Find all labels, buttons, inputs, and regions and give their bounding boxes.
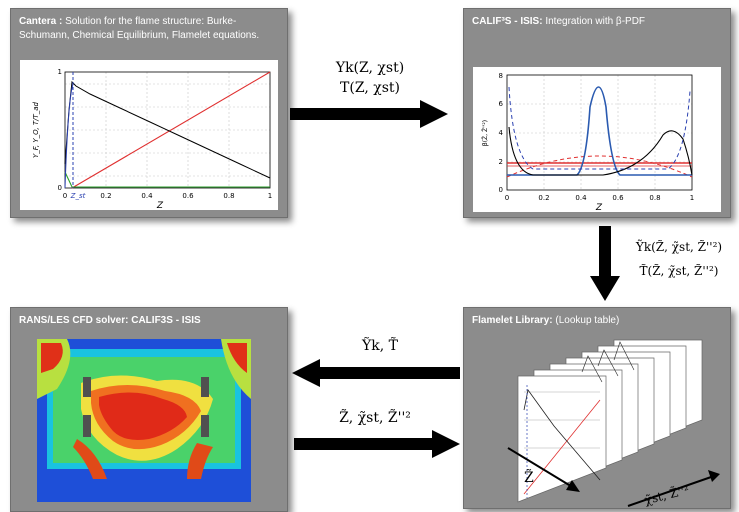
flamelet-library-title: Flamelet Library: (Lookup table) [472, 315, 620, 326]
flamelet-sheet [517, 375, 607, 503]
x-tick: 0.8 [649, 194, 660, 202]
calif-pdf-panel-title: CALIF³S - ISIS: Integration with β-PDF [472, 16, 646, 27]
flamelet-library-panel: Flamelet Library: (Lookup table) Z̃ χ̃st… [463, 307, 731, 509]
arrow-right-top [290, 100, 448, 128]
cantera-plot-svg: 0 1 0 0.2 0.4 0.6 0.8 1 Z_st Z Y_F, Y_O,… [32, 68, 272, 211]
blue-peak-pdf [507, 86, 692, 176]
x-tick: 1 [268, 192, 272, 200]
arrow-right-label-1: Ỹk(Z̃, χ̃st, Z̃''²) [635, 240, 723, 254]
library-axis-z-label: Z̃ [524, 470, 534, 486]
y-tick: 0 [499, 186, 503, 194]
arrow-right-label-2: T̃(Z̃, χ̃st, Z̃''²) [639, 264, 719, 278]
rans-panel-title: RANS/LES CFD solver: CALIF3S - ISIS [19, 315, 201, 326]
chi-axis-arrow [627, 475, 715, 507]
beta-pdf-plot: 0 2 4 6 8 0 0.2 0.4 0.6 0.8 1 Z β(Z̃, Z̃… [473, 67, 721, 213]
beta-pdf-plot-svg: 0 2 4 6 8 0 0.2 0.4 0.6 0.8 1 Z β(Z̃, Z̃… [482, 72, 694, 213]
y-tick: 8 [499, 72, 503, 80]
cantera-panel: Cantera : Solution for the flame structu… [10, 8, 288, 218]
arrow-mid-left-label: Ỹk, T̃ [362, 338, 398, 354]
arrow-down-right [590, 226, 620, 301]
red-dashed-pdf [506, 155, 693, 178]
x-tick: 0.4 [575, 194, 587, 202]
x-tick: 0 [63, 192, 67, 200]
y-tick: 6 [499, 100, 504, 108]
y-tick: 0 [58, 184, 62, 192]
y-axis-label: β(Z̃, Z̃''²) [482, 120, 489, 146]
blue-curve [64, 83, 74, 189]
x-tick: 0.2 [538, 194, 549, 202]
black-pdf [508, 126, 693, 176]
calif-pdf-panel: CALIF³S - ISIS: Integration with β-PDF 0 [463, 8, 731, 218]
y-tick: 4 [499, 129, 504, 137]
red-curve [71, 71, 271, 189]
cantera-panel-title: Cantera : Solution for the flame structu… [19, 16, 260, 41]
green-curve [64, 171, 270, 188]
arrow-right-bottom [294, 430, 460, 458]
x-axis-label: Z [156, 201, 164, 210]
rans-panel: RANS/LES CFD solver: CALIF3S - ISIS [10, 307, 288, 512]
x-tick: 0.4 [141, 192, 153, 200]
arrow-top-label-1: Yk(Z, χst) [335, 60, 405, 76]
blue-dashed-pdf [508, 86, 691, 170]
cantera-flame-plot: 0 1 0 0.2 0.4 0.6 0.8 1 Z_st Z Y_F, Y_O,… [20, 60, 278, 211]
x-tick: 0.6 [612, 194, 624, 202]
arrow-left-mid [292, 359, 460, 387]
x-tick: 0.2 [100, 192, 111, 200]
y-tick: 2 [499, 158, 503, 166]
x-tick: 0 [505, 194, 509, 202]
y-axis-label: Y_F, Y_O, T/T_ad [32, 101, 40, 158]
arrow-top-label-2: T(Z, χst) [340, 80, 400, 96]
arrow-bottom-right-label: Z̃, χ̃st, Z̃''² [339, 410, 411, 426]
black-curve [64, 80, 271, 179]
zst-label: Z_st [70, 192, 86, 200]
x-tick: 0.6 [182, 192, 194, 200]
x-axis-label: Z [595, 203, 603, 212]
cfd-temperature-field [37, 339, 251, 502]
x-tick: 1 [690, 194, 694, 202]
flamelet-stack-diagram [507, 339, 720, 507]
y-tick: 1 [58, 68, 62, 76]
x-tick: 0.8 [223, 192, 234, 200]
z-axis-arrow [507, 447, 575, 489]
